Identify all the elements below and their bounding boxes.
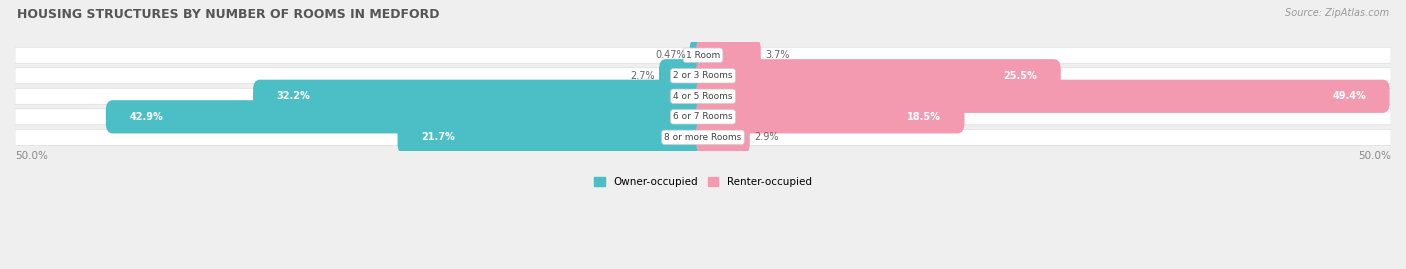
FancyBboxPatch shape: [696, 121, 749, 154]
FancyBboxPatch shape: [659, 59, 710, 92]
Text: 50.0%: 50.0%: [15, 151, 48, 161]
Text: 3.7%: 3.7%: [765, 50, 789, 60]
Legend: Owner-occupied, Renter-occupied: Owner-occupied, Renter-occupied: [591, 173, 815, 191]
Text: 21.7%: 21.7%: [420, 132, 454, 142]
FancyBboxPatch shape: [15, 109, 1391, 125]
FancyBboxPatch shape: [105, 100, 710, 133]
FancyBboxPatch shape: [696, 80, 1389, 113]
Text: 8 or more Rooms: 8 or more Rooms: [665, 133, 741, 142]
FancyBboxPatch shape: [15, 129, 1391, 145]
Text: 25.5%: 25.5%: [1004, 71, 1038, 81]
FancyBboxPatch shape: [696, 39, 761, 72]
FancyBboxPatch shape: [253, 80, 710, 113]
Text: 50.0%: 50.0%: [1358, 151, 1391, 161]
FancyBboxPatch shape: [690, 39, 710, 72]
Text: 2.7%: 2.7%: [630, 71, 655, 81]
Text: 2.9%: 2.9%: [754, 132, 779, 142]
FancyBboxPatch shape: [696, 59, 1060, 92]
Text: 4 or 5 Rooms: 4 or 5 Rooms: [673, 92, 733, 101]
Text: 18.5%: 18.5%: [907, 112, 941, 122]
Text: 42.9%: 42.9%: [129, 112, 163, 122]
FancyBboxPatch shape: [696, 100, 965, 133]
FancyBboxPatch shape: [15, 47, 1391, 63]
Text: HOUSING STRUCTURES BY NUMBER OF ROOMS IN MEDFORD: HOUSING STRUCTURES BY NUMBER OF ROOMS IN…: [17, 8, 439, 21]
Text: 49.4%: 49.4%: [1333, 91, 1367, 101]
Text: 6 or 7 Rooms: 6 or 7 Rooms: [673, 112, 733, 121]
FancyBboxPatch shape: [398, 121, 710, 154]
Text: 1 Room: 1 Room: [686, 51, 720, 60]
Text: 0.47%: 0.47%: [655, 50, 686, 60]
FancyBboxPatch shape: [15, 68, 1391, 84]
Text: 32.2%: 32.2%: [277, 91, 311, 101]
Text: 2 or 3 Rooms: 2 or 3 Rooms: [673, 71, 733, 80]
FancyBboxPatch shape: [15, 88, 1391, 104]
Text: Source: ZipAtlas.com: Source: ZipAtlas.com: [1285, 8, 1389, 18]
